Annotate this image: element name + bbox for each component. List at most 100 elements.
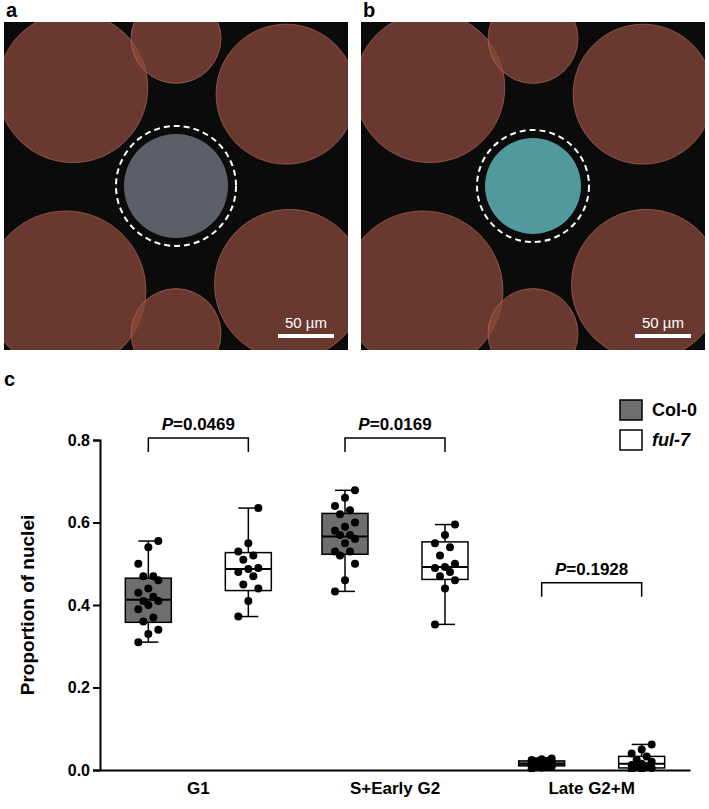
panel-label: c bbox=[4, 368, 15, 390]
legend-swatch bbox=[620, 430, 642, 450]
box bbox=[125, 541, 171, 642]
y-tick: 0.6 bbox=[68, 514, 100, 531]
data-point bbox=[351, 560, 359, 568]
data-point bbox=[633, 756, 641, 764]
y-tick-label: 0.2 bbox=[68, 679, 90, 696]
data-point bbox=[254, 504, 262, 512]
box bbox=[225, 508, 271, 616]
panel-label: a bbox=[6, 0, 18, 21]
data-point bbox=[331, 547, 339, 555]
y-tick-label: 0.6 bbox=[68, 514, 90, 531]
data-point bbox=[548, 754, 556, 762]
data-point bbox=[254, 564, 262, 572]
data-point bbox=[346, 506, 354, 514]
legend-swatch bbox=[620, 400, 642, 420]
significance-bracket bbox=[542, 583, 642, 597]
data-point bbox=[538, 755, 546, 763]
y-tick-mark bbox=[93, 687, 100, 689]
data-point bbox=[441, 563, 449, 571]
flower-bud bbox=[488, 22, 578, 83]
x-axis-line bbox=[101, 770, 691, 772]
x-tick: S+Early G2 bbox=[350, 770, 440, 798]
y-axis-line bbox=[93, 441, 101, 771]
p-value: P=0.1928 bbox=[555, 560, 628, 579]
data-point bbox=[341, 494, 349, 502]
meristem bbox=[485, 138, 581, 234]
data-point bbox=[331, 527, 339, 535]
data-point bbox=[234, 568, 242, 576]
flower-bud bbox=[131, 22, 221, 83]
data-point bbox=[331, 587, 339, 595]
image-panel: 50 µm bbox=[0, 0, 365, 379]
image-panel: 50 µm bbox=[343, 0, 709, 379]
box-body bbox=[422, 542, 468, 580]
median bbox=[322, 536, 368, 538]
scale-bar-label: 50 µm bbox=[642, 314, 684, 331]
significance-bracket bbox=[148, 438, 248, 452]
flower-bud bbox=[361, 211, 503, 350]
data-point bbox=[436, 572, 444, 580]
data-point bbox=[139, 597, 147, 605]
flower-bud bbox=[361, 22, 505, 163]
data-point bbox=[144, 543, 152, 551]
data-point bbox=[149, 572, 157, 580]
data-point bbox=[446, 543, 454, 551]
legend: Col-0 ful-7 bbox=[620, 400, 697, 450]
data-point bbox=[341, 576, 349, 584]
data-point bbox=[234, 547, 242, 555]
data-point bbox=[351, 486, 359, 494]
data-point bbox=[134, 638, 142, 646]
data-point bbox=[341, 539, 349, 547]
legend-item: Col-0 bbox=[620, 400, 697, 420]
data-point bbox=[249, 572, 257, 580]
y-tick-label: 0.8 bbox=[68, 432, 90, 449]
flower-bud bbox=[572, 209, 705, 350]
box-body bbox=[125, 578, 171, 622]
box bbox=[422, 525, 468, 625]
data-point bbox=[144, 585, 152, 593]
data-point bbox=[451, 576, 459, 584]
data-point bbox=[431, 620, 439, 628]
x-tick-label: G1 bbox=[187, 779, 210, 798]
data-point bbox=[431, 564, 439, 572]
data-point bbox=[244, 597, 252, 605]
x-tick: Late G2+M bbox=[548, 770, 634, 798]
p-value: P=0.0169 bbox=[358, 415, 431, 434]
data-point bbox=[144, 630, 152, 638]
scale-bar-label: 50 µm bbox=[285, 314, 327, 331]
y-tick-mark bbox=[93, 522, 100, 524]
x-tick-label: S+Early G2 bbox=[350, 779, 440, 798]
box bbox=[322, 490, 368, 591]
flower-bud bbox=[216, 24, 348, 164]
data-point bbox=[234, 613, 242, 621]
meristem-outline bbox=[477, 130, 589, 242]
scale-bar bbox=[635, 334, 691, 338]
y-tick-mark bbox=[93, 440, 100, 442]
data-point bbox=[254, 585, 262, 593]
data-point bbox=[346, 547, 354, 555]
data-point bbox=[249, 552, 257, 560]
y-axis-title: Proportion of nuclei bbox=[17, 515, 38, 696]
data-point bbox=[346, 531, 354, 539]
data-point bbox=[239, 580, 247, 588]
data-point bbox=[648, 740, 656, 748]
x-axis: G1 S+Early G2 Late G2+M bbox=[101, 770, 691, 798]
p-value: P=0.0469 bbox=[162, 415, 235, 434]
median bbox=[125, 599, 171, 601]
data-point bbox=[441, 585, 449, 593]
meristem bbox=[124, 134, 228, 238]
flower-bud bbox=[215, 209, 348, 350]
data-point bbox=[154, 537, 162, 545]
plot-marks bbox=[125, 486, 664, 772]
data-point bbox=[431, 539, 439, 547]
x-tick-label: Late G2+M bbox=[548, 779, 634, 798]
box bbox=[619, 744, 665, 770]
data-point bbox=[149, 593, 157, 601]
flower-bud bbox=[131, 289, 221, 350]
flower-bud bbox=[488, 289, 578, 350]
legend-item: ful-7 bbox=[620, 430, 691, 450]
x-tick: G1 bbox=[187, 770, 210, 798]
data-point bbox=[139, 572, 147, 580]
y-tick: 0.8 bbox=[68, 432, 100, 449]
y-tick: 0.4 bbox=[68, 597, 100, 614]
